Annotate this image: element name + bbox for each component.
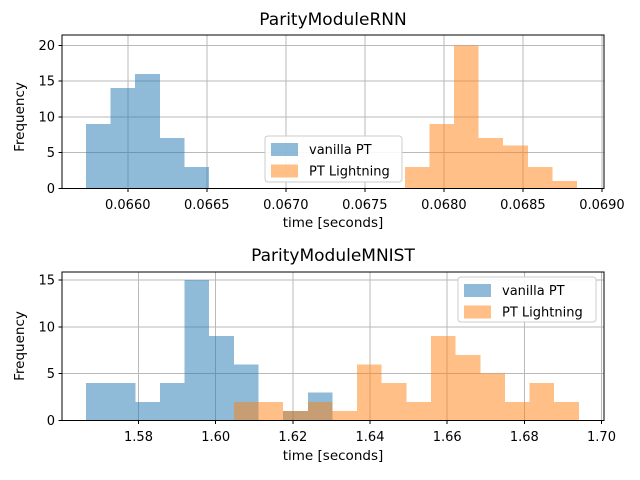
y-tick-label: 0 [47, 414, 55, 429]
histogram-bar-pt-lightning [381, 383, 407, 421]
legend-label-pt-lightning: PT Lightning [502, 306, 583, 321]
x-tick-label: 1.64 [356, 430, 385, 445]
histogram-bar-vanilla-pt [159, 383, 185, 421]
histogram-bar-pt-lightning [258, 401, 284, 421]
histogram-bar-vanilla-pt [184, 279, 210, 421]
histogram-bar-pt-lightning [454, 45, 479, 189]
x-tick-label: 1.70 [587, 430, 616, 445]
chart-paritymodulemnist: 1.58 1.60 1.62 1.64 1.66 1.68 1.70 0 5 10 15 vanill… [38, 271, 616, 445]
y-tick-label: 10 [38, 110, 55, 125]
histogram-bar-pt-lightning [503, 145, 528, 189]
histogram-bar-vanilla-pt [86, 123, 111, 189]
axes-spines [61, 271, 605, 421]
legend-upper-right: vanilla PT PT Lightning [457, 276, 597, 323]
chart-paritymodulernn: 0.0660 0.0665 0.0670 0.0675 0.0680 0.0685 0.06… [38, 34, 625, 213]
histogram-bar-vanilla-pt [209, 336, 234, 421]
histogram-bar-pt-lightning [527, 166, 553, 189]
y-tick-label: 15 [38, 75, 55, 90]
chart1-xaxis-label: time [seconds] [282, 215, 384, 231]
histogram-bar-vanilla-pt [110, 383, 136, 421]
legend-label-pt-lightning: PT Lightning [309, 165, 390, 180]
chart1-title: ParityModuleRNN [259, 10, 407, 30]
x-tick-label: 1.68 [510, 430, 539, 445]
chart2-xaxis-label: time [seconds] [282, 448, 384, 464]
histogram-bar-pt-lightning [478, 138, 504, 189]
x-tick-label: 1.58 [124, 430, 153, 445]
legend-label-vanilla-pt: vanilla PT [502, 284, 565, 299]
histogram-bar-pt-lightning [455, 354, 481, 421]
chart2-title: ParityModuleMNIST [251, 246, 415, 266]
histogram-bar-vanilla-pt [159, 138, 185, 189]
histogram-bar-vanilla-pt [110, 88, 136, 189]
x-tick-label: 1.66 [433, 430, 462, 445]
y-tick-label: 20 [38, 39, 55, 54]
legend-frame [457, 276, 597, 323]
histogram-bar-pt-lightning [357, 364, 382, 421]
chart2-yaxis-label: Frequency [12, 311, 28, 381]
histogram-bar-pt-lightning [406, 401, 431, 421]
x-tick-label: 0.0685 [500, 198, 546, 213]
histogram-bar-vanilla-pt [135, 73, 160, 189]
histogram-bar-vanilla-pt [85, 383, 111, 421]
series-vanilla-pt [85, 279, 333, 421]
series-pt-lightning [404, 45, 577, 189]
histogram-bar-pt-lightning [430, 336, 456, 421]
x-tick-label: 0.0675 [342, 198, 388, 213]
histogram-bar-pt-lightning [283, 411, 308, 421]
histogram-bar-vanilla-pt [135, 401, 160, 421]
histogram-bar-pt-lightning [552, 181, 577, 189]
legend-label-vanilla-pt: vanilla PT [309, 143, 372, 158]
y-tick-label: 0 [47, 182, 55, 197]
x-tick-label: 0.0660 [105, 198, 151, 213]
x-tick-label: 0.0665 [184, 198, 230, 213]
legend-swatch-vanilla-pt [271, 143, 298, 156]
y-tick-label: 5 [47, 146, 55, 161]
legend-swatch-pt-lightning [464, 305, 491, 319]
histogram-bar-pt-lightning [429, 123, 455, 189]
histogram-bar-vanilla-pt [184, 166, 209, 189]
histogram-bar-pt-lightning [529, 383, 555, 421]
histogram-bar-pt-lightning [480, 373, 505, 421]
chart1-yaxis-label: Frequency [12, 82, 28, 152]
legend-swatch-pt-lightning [271, 164, 298, 178]
legend-frame [264, 135, 403, 183]
legend-center: vanilla PT PT Lightning [264, 135, 403, 183]
x-tick-label: 0.0680 [421, 198, 467, 213]
histogram-bar-pt-lightning [404, 166, 430, 189]
x-tick-label: 0.0690 [579, 198, 625, 213]
legend-swatch-vanilla-pt [464, 284, 491, 297]
x-tick-label: 1.60 [201, 430, 230, 445]
y-tick-label: 10 [38, 320, 55, 335]
histogram-bar-pt-lightning [554, 401, 579, 421]
series-vanilla-pt [86, 73, 209, 189]
y-tick-label: 15 [38, 273, 55, 288]
x-tick-label: 0.0670 [263, 198, 309, 213]
histogram-bar-pt-lightning [307, 401, 333, 421]
y-tick-label: 5 [47, 367, 55, 382]
histogram-bar-pt-lightning [332, 411, 358, 421]
x-tick-label: 1.62 [278, 430, 307, 445]
histogram-bar-pt-lightning [233, 401, 259, 421]
series-pt-lightning [233, 336, 579, 421]
axes-spines [61, 34, 605, 189]
histogram-bar-pt-lightning [504, 401, 530, 421]
